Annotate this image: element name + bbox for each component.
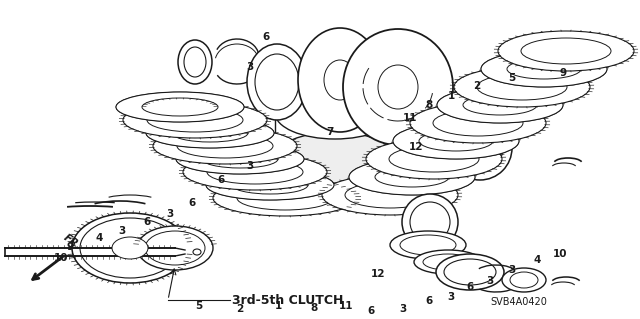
Text: 6: 6: [367, 306, 375, 316]
Text: 6: 6: [217, 175, 225, 185]
Text: 11: 11: [403, 113, 417, 123]
Ellipse shape: [184, 47, 206, 77]
Ellipse shape: [142, 98, 218, 116]
Ellipse shape: [172, 124, 248, 142]
Ellipse shape: [498, 31, 634, 71]
Text: 6: 6: [262, 32, 269, 42]
Text: 9: 9: [559, 68, 567, 78]
Text: 10: 10: [54, 253, 68, 263]
Text: FR.: FR.: [62, 233, 84, 252]
Text: 2: 2: [473, 81, 481, 91]
Text: 3: 3: [246, 161, 253, 171]
Ellipse shape: [324, 60, 356, 100]
Text: 8: 8: [425, 100, 433, 110]
Ellipse shape: [202, 150, 278, 168]
Ellipse shape: [275, 87, 395, 139]
Ellipse shape: [507, 59, 581, 79]
Ellipse shape: [414, 250, 482, 274]
Text: 6: 6: [188, 197, 196, 208]
Ellipse shape: [437, 87, 563, 123]
Ellipse shape: [349, 159, 475, 195]
Ellipse shape: [193, 249, 201, 255]
Text: 6: 6: [467, 282, 474, 292]
Ellipse shape: [448, 116, 512, 180]
Text: 3: 3: [399, 304, 407, 315]
Ellipse shape: [123, 102, 267, 138]
Text: 4: 4: [534, 255, 541, 265]
Ellipse shape: [423, 254, 473, 270]
Ellipse shape: [137, 226, 213, 270]
Ellipse shape: [444, 259, 496, 285]
Text: 5: 5: [195, 301, 202, 311]
Ellipse shape: [510, 272, 538, 288]
Ellipse shape: [481, 51, 607, 87]
Ellipse shape: [378, 65, 418, 109]
Text: 2: 2: [236, 304, 244, 315]
Text: 3: 3: [118, 226, 125, 236]
Text: 4: 4: [95, 233, 103, 243]
Ellipse shape: [502, 268, 546, 292]
Ellipse shape: [255, 54, 299, 110]
Text: 12: 12: [409, 142, 423, 152]
Ellipse shape: [454, 67, 590, 107]
Ellipse shape: [410, 202, 450, 242]
Ellipse shape: [146, 118, 274, 148]
Text: SVB4A0420: SVB4A0420: [490, 297, 547, 307]
Ellipse shape: [232, 176, 308, 194]
Ellipse shape: [436, 254, 504, 290]
Ellipse shape: [390, 231, 466, 259]
Ellipse shape: [375, 167, 449, 187]
Text: 1: 1: [447, 91, 455, 101]
Ellipse shape: [247, 44, 307, 120]
Text: 9: 9: [67, 242, 74, 252]
Ellipse shape: [400, 235, 456, 255]
Ellipse shape: [275, 132, 395, 184]
Ellipse shape: [343, 29, 453, 145]
Ellipse shape: [463, 95, 537, 115]
Ellipse shape: [213, 180, 357, 216]
Text: 8: 8: [310, 303, 317, 313]
Text: 12: 12: [371, 269, 385, 279]
Ellipse shape: [116, 92, 244, 122]
Ellipse shape: [306, 37, 374, 123]
Text: 6: 6: [143, 217, 151, 227]
Text: 3: 3: [447, 292, 455, 302]
Ellipse shape: [419, 131, 493, 151]
Text: 6: 6: [425, 296, 433, 307]
Text: 1: 1: [275, 301, 282, 311]
Ellipse shape: [402, 194, 458, 250]
Ellipse shape: [366, 139, 502, 179]
Text: 3: 3: [508, 264, 516, 275]
Ellipse shape: [153, 128, 297, 164]
Text: 5: 5: [508, 73, 516, 83]
Text: 3rd-5th CLUTCH: 3rd-5th CLUTCH: [232, 293, 344, 307]
Ellipse shape: [178, 40, 212, 84]
Text: 3: 3: [486, 276, 493, 286]
Ellipse shape: [112, 237, 148, 259]
Text: 7: 7: [326, 127, 333, 137]
Ellipse shape: [322, 175, 458, 215]
Ellipse shape: [352, 39, 444, 135]
Text: 3: 3: [246, 62, 253, 72]
Ellipse shape: [298, 28, 382, 132]
Ellipse shape: [311, 103, 359, 123]
Text: 10: 10: [553, 249, 567, 259]
Text: 11: 11: [339, 301, 353, 311]
Text: 3: 3: [166, 209, 173, 219]
Ellipse shape: [206, 170, 334, 200]
Ellipse shape: [457, 125, 503, 171]
Ellipse shape: [176, 144, 304, 174]
Ellipse shape: [183, 154, 327, 190]
Ellipse shape: [72, 213, 188, 283]
Ellipse shape: [393, 123, 519, 159]
Ellipse shape: [410, 103, 546, 143]
